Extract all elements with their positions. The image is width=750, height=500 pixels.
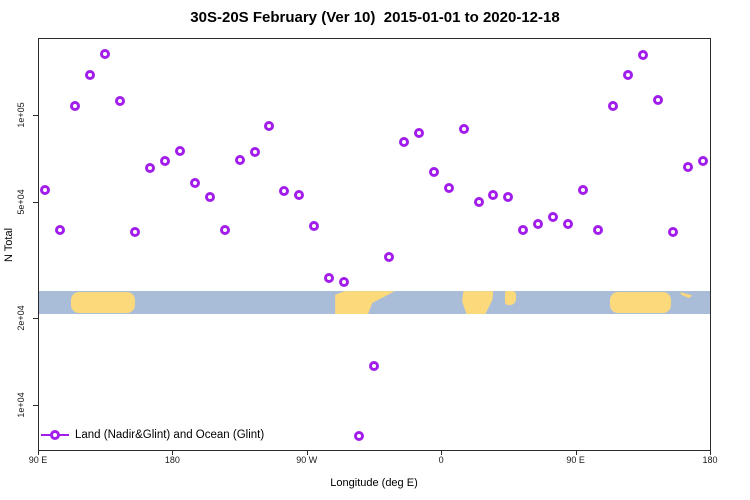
legend-open-circle-marker xyxy=(50,430,60,440)
legend-label: Land (Nadir&Glint) and Ocean (Glint) xyxy=(75,429,265,441)
data-point xyxy=(697,155,708,166)
data-point xyxy=(369,361,379,372)
data-point xyxy=(249,147,260,158)
data-point xyxy=(667,226,678,237)
plot-title: 30S-20S February (Ver 10) 2015-01-01 to … xyxy=(190,9,560,26)
data-point xyxy=(324,272,335,283)
data-point xyxy=(488,189,499,200)
data-point xyxy=(383,251,394,262)
x-tick-label: 180 xyxy=(702,455,718,465)
data-point xyxy=(55,225,66,236)
x-tick-label: 180 xyxy=(164,455,180,465)
data-point xyxy=(593,225,603,236)
land-australia-wrap xyxy=(609,292,672,314)
data-point xyxy=(652,94,663,105)
data-point xyxy=(130,226,141,237)
y-tick-mark xyxy=(33,405,38,406)
x-tick-mark xyxy=(441,450,443,455)
data-point xyxy=(219,225,230,236)
data-point xyxy=(40,185,51,196)
data-point xyxy=(279,186,290,197)
x-tick-mark xyxy=(306,450,308,455)
data-point xyxy=(413,128,424,139)
data-point xyxy=(622,70,633,81)
x-axis-label: Longitude (deg E) xyxy=(330,477,418,489)
data-point xyxy=(637,50,648,61)
land-australia xyxy=(70,292,136,314)
x-tick-mark xyxy=(575,450,577,455)
x-tick-label: 90 E xyxy=(566,455,585,465)
data-point xyxy=(100,49,111,60)
data-point xyxy=(533,219,544,230)
data-point xyxy=(70,101,81,112)
data-point xyxy=(607,101,618,112)
x-tick-label: 90 E xyxy=(28,455,48,465)
data-point xyxy=(145,163,155,174)
data-point xyxy=(339,277,350,288)
data-point xyxy=(458,123,469,134)
data-point xyxy=(174,146,185,157)
y-tick-label: 1e+05 xyxy=(16,102,26,128)
data-point xyxy=(85,70,96,81)
data-point xyxy=(398,137,409,148)
x-tick-mark xyxy=(38,450,39,455)
data-point xyxy=(159,155,170,166)
data-point xyxy=(518,225,529,236)
land-africa xyxy=(462,291,494,314)
data-point xyxy=(503,192,514,203)
data-point xyxy=(548,211,559,222)
x-tick-label: 0 xyxy=(438,455,444,465)
data-point xyxy=(264,121,275,132)
y-tick-label: 5e+04 xyxy=(16,189,26,215)
data-point xyxy=(234,154,245,165)
data-point xyxy=(428,167,439,178)
data-point xyxy=(204,192,215,203)
x-tick-mark xyxy=(172,450,174,455)
y-tick-label: 2e+04 xyxy=(16,305,26,331)
data-point xyxy=(189,177,200,188)
y-tick-mark xyxy=(33,115,38,116)
y-tick-mark xyxy=(33,202,38,204)
map-strip xyxy=(39,291,710,314)
y-axis-label: N Total xyxy=(3,227,15,263)
data-point xyxy=(563,219,574,230)
x-tick-mark xyxy=(710,450,711,455)
data-point xyxy=(443,183,454,194)
data-point xyxy=(682,162,693,173)
data-point xyxy=(294,189,305,200)
plot-frame xyxy=(38,38,711,451)
x-tick-label: 90 W xyxy=(296,455,318,465)
y-tick-mark xyxy=(33,317,38,319)
data-point xyxy=(115,95,126,106)
land-south-america xyxy=(335,291,395,314)
land-madagascar xyxy=(505,291,516,306)
data-point xyxy=(354,431,365,442)
data-point xyxy=(309,220,320,231)
land-pacific-islands xyxy=(680,292,693,299)
data-point xyxy=(578,185,589,196)
data-point xyxy=(473,197,484,208)
y-tick-label: 1e+04 xyxy=(16,392,26,418)
